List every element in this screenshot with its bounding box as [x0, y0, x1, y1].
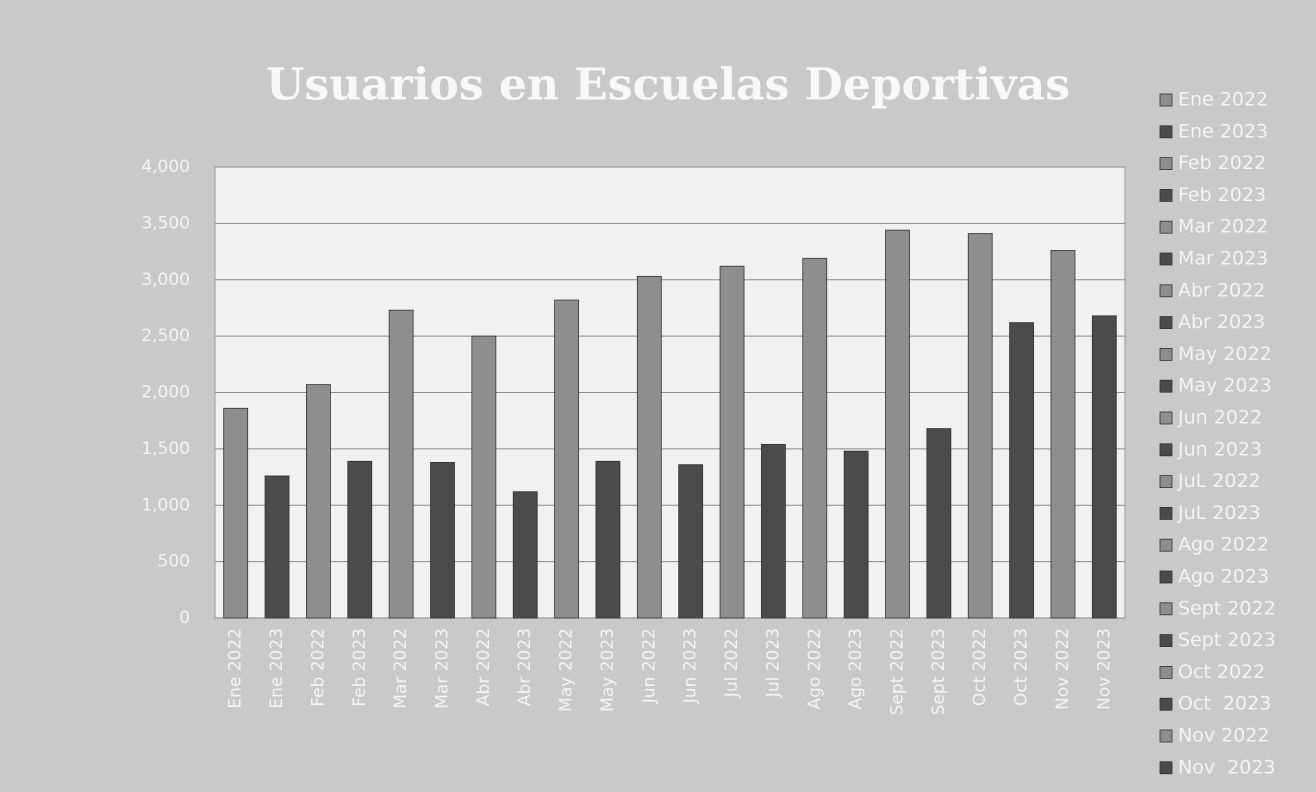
- x-tick-label: Feb 2023: [350, 628, 370, 707]
- bar: [885, 229, 910, 619]
- legend-label: Ago 2023: [1178, 566, 1269, 588]
- legend-label: May 2023: [1178, 375, 1272, 397]
- legend-label: Mar 2022: [1178, 216, 1268, 238]
- bar: [223, 407, 249, 619]
- x-tick-label: Abr 2022: [474, 628, 494, 706]
- legend-marker: [1159, 316, 1173, 330]
- bar: [926, 428, 952, 619]
- legend-label: Nov 2023: [1178, 756, 1276, 778]
- bar: [761, 443, 786, 619]
- x-tick-label: Sept 2023: [929, 628, 949, 715]
- y-tick-label: 1,000: [141, 495, 190, 515]
- x-tick-label: Ago 2023: [846, 628, 866, 710]
- legend-marker: [1159, 379, 1173, 393]
- legend-marker: [1159, 125, 1173, 139]
- x-tick-label: Feb 2022: [308, 628, 328, 707]
- legend-marker: [1159, 284, 1173, 298]
- x-tick-label: Ago 2022: [805, 628, 825, 710]
- x-tick-label: Ene 2022: [226, 628, 246, 709]
- legend-marker: [1159, 411, 1173, 425]
- x-tick-label: Mar 2023: [433, 628, 453, 709]
- legend-label: Feb 2022: [1178, 152, 1266, 174]
- legend-marker: [1159, 761, 1173, 775]
- legend-label: May 2022: [1178, 343, 1272, 365]
- legend-marker: [1159, 252, 1173, 266]
- legend-marker: [1159, 220, 1173, 234]
- bar: [430, 462, 455, 619]
- bar: [595, 460, 621, 619]
- legend-marker: [1159, 697, 1173, 711]
- legend-marker: [1159, 475, 1173, 489]
- legend-label: Mar 2023: [1178, 248, 1268, 270]
- y-tick-label: 0: [179, 608, 190, 628]
- bar: [554, 299, 579, 619]
- bar: [1091, 315, 1117, 619]
- legend-label: Sept 2023: [1178, 629, 1276, 651]
- x-tick-label: May 2022: [557, 628, 577, 712]
- bar: [802, 257, 828, 619]
- legend-marker: [1159, 93, 1173, 107]
- bar: [1050, 250, 1076, 619]
- x-tick-label: Abr 2023: [515, 628, 535, 706]
- x-tick-label: Jul 2022: [722, 628, 742, 698]
- legend-label: Jun 2023: [1177, 438, 1262, 460]
- legend-label: JuL 2023: [1177, 502, 1261, 524]
- legend-label: Oct 2023: [1178, 693, 1271, 715]
- x-tick-label: Mar 2022: [391, 628, 411, 709]
- y-tick-label: 3,000: [141, 270, 190, 290]
- legend-marker: [1159, 443, 1173, 457]
- chart-title: Usuarios en Escuelas Deportivas: [266, 60, 1070, 111]
- legend-marker: [1159, 729, 1173, 743]
- legend-label: Sept 2022: [1178, 597, 1276, 619]
- legend-label: Feb 2023: [1178, 184, 1266, 206]
- legend-marker: [1159, 538, 1173, 552]
- x-tick-label: Sept 2022: [888, 628, 908, 715]
- bar: [1009, 322, 1034, 619]
- legend-marker: [1159, 188, 1173, 202]
- legend-label: Ene 2023: [1178, 120, 1268, 142]
- legend-marker: [1159, 602, 1173, 616]
- y-tick-label: 2,500: [141, 326, 190, 346]
- legend-label: Abr 2022: [1178, 279, 1265, 301]
- x-tick-label: Oct 2022: [970, 628, 990, 706]
- legend-label: JuL 2022: [1177, 470, 1261, 492]
- bar: [843, 450, 869, 619]
- y-tick-label: 2,000: [141, 383, 190, 403]
- legend-label: Ago 2022: [1178, 534, 1269, 556]
- bar: [347, 460, 373, 619]
- x-tick-label: Oct 2023: [1012, 628, 1032, 706]
- x-tick-label: May 2023: [598, 628, 618, 712]
- bar: [306, 384, 331, 619]
- y-tick-label: 1,500: [141, 439, 190, 459]
- legend-marker: [1159, 570, 1173, 584]
- x-tick-label: Ene 2023: [267, 628, 287, 709]
- bar: [512, 491, 538, 619]
- bar: [471, 335, 497, 619]
- y-tick-label: 4,000: [141, 157, 190, 177]
- legend-label: Jun 2022: [1177, 407, 1262, 429]
- bar: [636, 275, 662, 619]
- legend-marker: [1159, 347, 1173, 361]
- y-tick-label: 3,500: [141, 213, 190, 233]
- bar: [967, 233, 993, 619]
- legend-label: Nov 2022: [1178, 725, 1269, 747]
- legend-label: Oct 2022: [1178, 661, 1265, 683]
- bar: [264, 475, 290, 619]
- bar: [719, 265, 745, 619]
- x-tick-label: Jun 2023: [681, 628, 701, 704]
- legend-marker: [1159, 506, 1173, 520]
- legend-label: Ene 2022: [1178, 89, 1268, 111]
- legend-label: Abr 2023: [1178, 311, 1265, 333]
- y-tick-label: 500: [158, 552, 190, 572]
- x-tick-label: Jun 2022: [639, 628, 659, 704]
- x-tick-label: Nov 2023: [1094, 628, 1114, 710]
- bar: [388, 309, 414, 619]
- x-tick-label: Jul 2023: [763, 628, 783, 698]
- bar: [678, 464, 704, 619]
- legend-marker: [1159, 666, 1173, 679]
- legend-marker: [1159, 634, 1173, 647]
- legend-marker: [1159, 157, 1173, 171]
- x-tick-label: Nov 2022: [1053, 628, 1073, 710]
